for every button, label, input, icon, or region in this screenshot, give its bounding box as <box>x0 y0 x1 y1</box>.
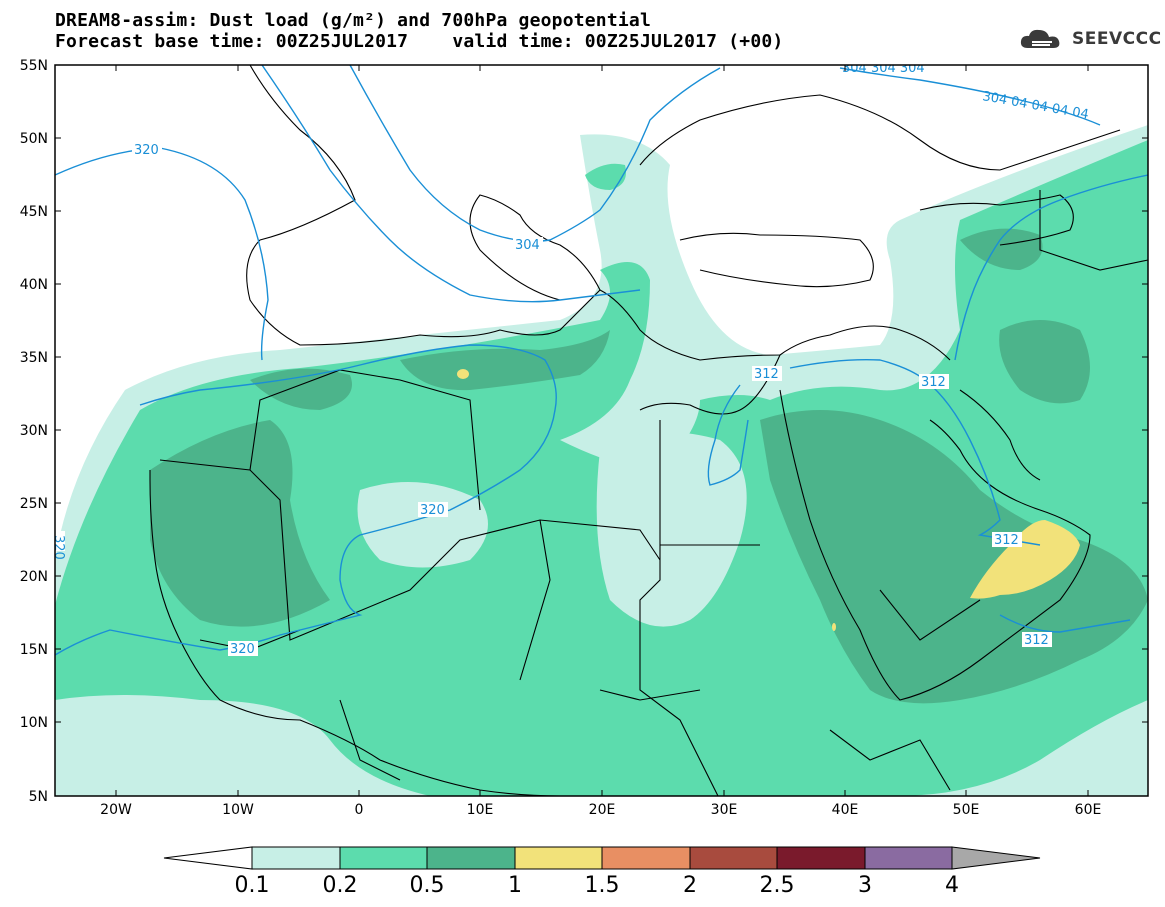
colorbar: 0.1 0.2 0.5 1 1.5 2 2.5 3 4 <box>163 846 1041 898</box>
colorbar-label: 0.5 <box>410 873 445 898</box>
lat-label: 50N <box>20 131 48 147</box>
contour-label: 312 <box>754 367 779 382</box>
contour-label: 304 304 304 <box>842 61 925 76</box>
lon-label: 30E <box>711 802 738 818</box>
colorbar-segment <box>689 846 778 870</box>
colorbar-segment <box>251 846 341 870</box>
colorbar-segment <box>339 846 428 870</box>
dust-field-0.5 <box>150 228 1148 704</box>
colorbar-label: 1.5 <box>585 873 620 898</box>
forecast-time-line: Forecast base time: 00Z25JUL2017 valid t… <box>55 31 784 52</box>
lon-label: 60E <box>1075 802 1102 818</box>
lat-label: 35N <box>20 350 48 366</box>
longitude-labels: 20W 10W 0 10E 20E 30E 40E 50E 60E <box>100 802 1101 818</box>
colorbar-label: 0.2 <box>323 873 358 898</box>
colorbar-label: 3 <box>858 873 872 898</box>
seevccc-logo: SEEVCCC <box>1018 26 1162 52</box>
lat-label: 55N <box>20 58 48 74</box>
colorbar-label: 1 <box>508 873 522 898</box>
cloud-icon <box>1020 29 1060 48</box>
lon-label: 20W <box>100 802 132 818</box>
lat-label: 15N <box>20 642 48 658</box>
lon-label: 20E <box>589 802 616 818</box>
colorbar-over-arrow <box>951 846 1041 870</box>
latitude-labels: 55N 50N 45N 40N 35N 30N 25N 20N 15N 10N … <box>20 58 48 805</box>
lat-label: 45N <box>20 204 48 220</box>
contour-label: 320 <box>134 143 159 158</box>
axis-ticks <box>55 64 1148 797</box>
dust-field-1 <box>457 369 1080 631</box>
contour-label: 312 <box>921 375 946 390</box>
colorbar-segment <box>601 846 691 870</box>
colorbar-under-arrow <box>163 846 253 870</box>
lon-label: 10E <box>467 802 494 818</box>
lat-label: 25N <box>20 496 48 512</box>
colorbar-label: 4 <box>945 873 959 898</box>
lat-label: 10N <box>20 715 48 731</box>
lat-label: 5N <box>29 789 48 805</box>
colorbar-label: 2 <box>683 873 697 898</box>
colorbar-segment <box>864 846 953 870</box>
colorbar-segment <box>514 846 603 870</box>
contour-label: 312 <box>994 533 1019 548</box>
lon-label: 40E <box>832 802 859 818</box>
contour-label: 320 <box>51 535 66 560</box>
map-area: 320 320 320 320 304 312 312 312 312 304 … <box>51 61 1148 796</box>
colorbar-segment <box>776 846 866 870</box>
contour-label: 320 <box>420 503 445 518</box>
lat-label: 20N <box>20 569 48 585</box>
colorbar-segment <box>426 846 516 870</box>
map-title: DREAM8-assim: Dust load (g/m²) and 700hP… <box>55 10 651 31</box>
contour-label: 312 <box>1024 633 1049 648</box>
lat-label: 40N <box>20 277 48 293</box>
lat-label: 30N <box>20 423 48 439</box>
colorbar-label: 0.1 <box>235 873 270 898</box>
logo-text: SEEVCCC <box>1072 29 1162 49</box>
contour-labels: 320 320 320 320 304 312 312 312 312 304 … <box>51 61 1090 657</box>
lon-label: 50E <box>953 802 980 818</box>
lon-label: 0 <box>355 802 364 818</box>
contour-label: 320 <box>230 642 255 657</box>
colorbar-label: 2.5 <box>760 873 795 898</box>
contour-label: 304 <box>515 238 540 253</box>
lon-label: 10W <box>222 802 254 818</box>
